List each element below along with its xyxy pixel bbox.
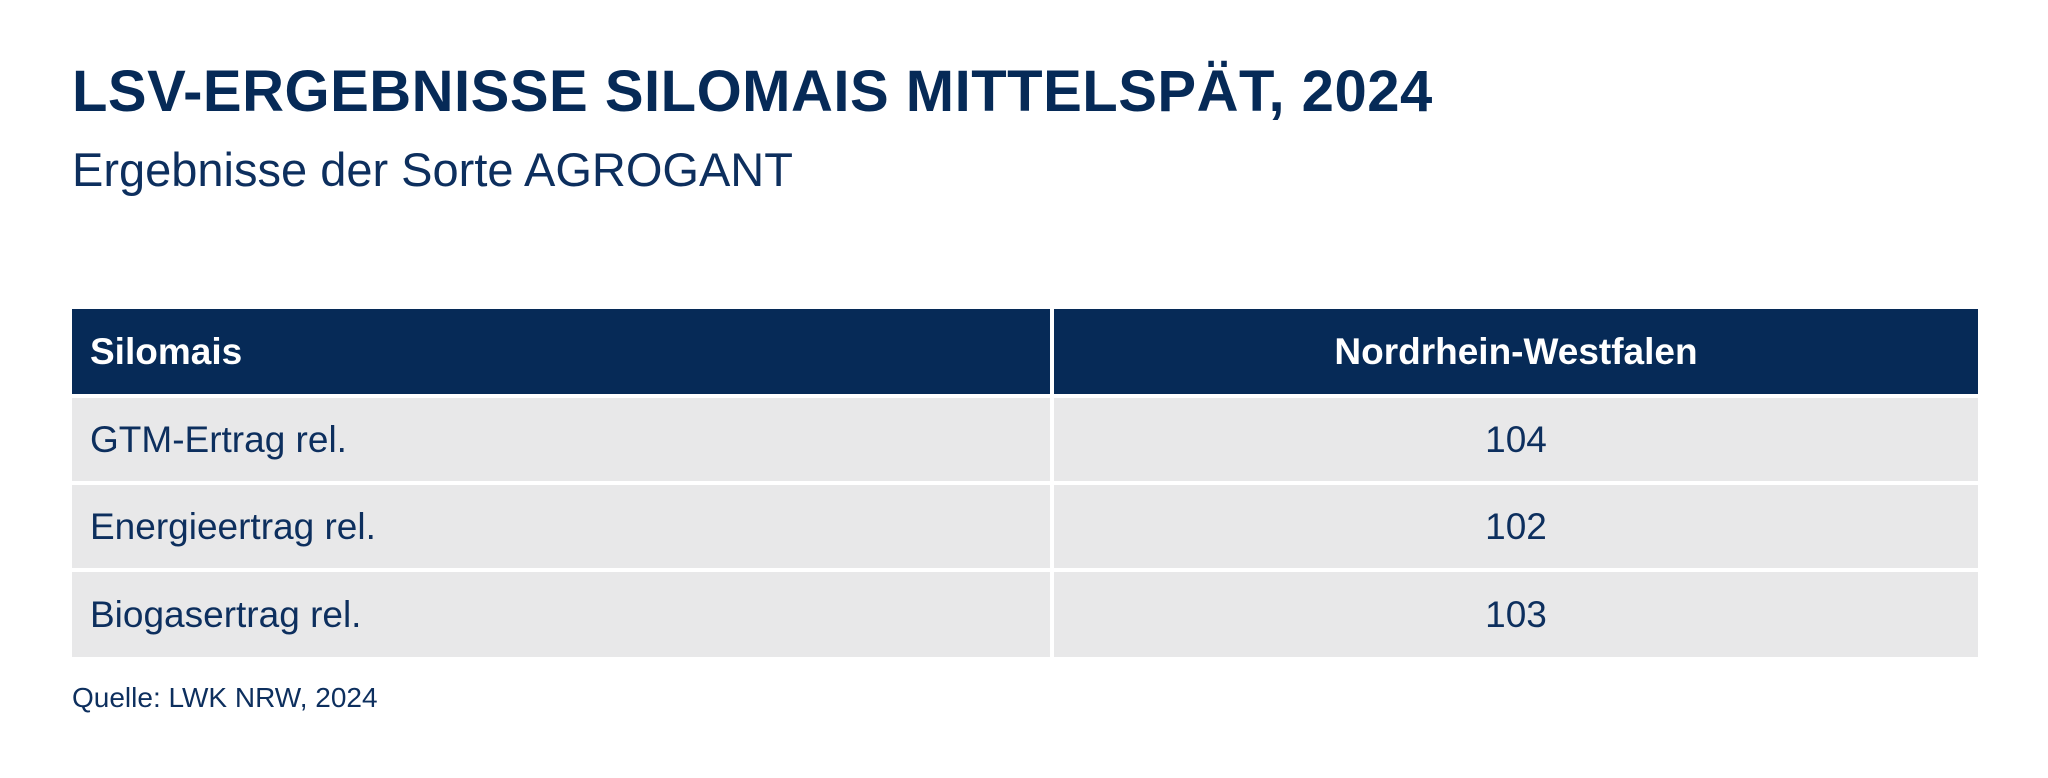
row-value: 102 [1052, 481, 1978, 570]
row-label: GTM-Ertrag rel. [72, 394, 1054, 483]
column-header-region: Nordrhein-Westfalen [1052, 309, 1978, 396]
page-subtitle: Ergebnisse der Sorte AGROGANT [72, 143, 793, 196]
table-header-row: Silomais Nordrhein-Westfalen [72, 309, 1978, 396]
table-row: Biogasertrag rel. 103 [72, 568, 1978, 657]
page-title: LSV-ERGEBNISSE SILOMAIS MITTELSPÄT, 2024 [72, 59, 1433, 124]
results-table: Silomais Nordrhein-Westfalen GTM-Ertrag … [72, 309, 1978, 657]
column-header-silomais: Silomais [72, 309, 1054, 396]
row-label: Biogasertrag rel. [72, 568, 1054, 657]
row-value: 104 [1052, 394, 1978, 483]
table-row: Energieertrag rel. 102 [72, 481, 1978, 570]
table-row: GTM-Ertrag rel. 104 [72, 394, 1978, 483]
source-note: Quelle: LWK NRW, 2024 [72, 682, 378, 713]
row-label: Energieertrag rel. [72, 481, 1054, 570]
row-value: 103 [1052, 568, 1978, 657]
